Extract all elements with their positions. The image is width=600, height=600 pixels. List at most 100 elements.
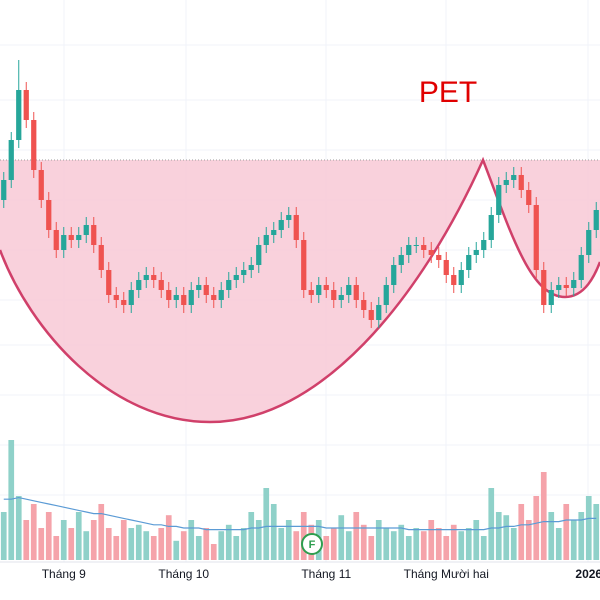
candle-body xyxy=(466,255,472,270)
candle-body xyxy=(128,290,134,305)
volume-bar xyxy=(128,528,135,560)
candle-body xyxy=(263,235,269,245)
candle-body xyxy=(91,225,97,245)
volume-bar xyxy=(323,536,330,560)
volume-bar xyxy=(158,528,165,560)
candle-body xyxy=(578,255,584,280)
candle-body xyxy=(413,245,419,246)
volume-bar xyxy=(398,524,405,560)
candle-body xyxy=(233,275,239,280)
candle-body xyxy=(338,295,344,300)
volume-bar xyxy=(120,520,127,560)
ticker-label: PET xyxy=(419,76,477,109)
volume-bar xyxy=(53,536,60,560)
candle-body xyxy=(451,275,457,285)
x-tick-label: Tháng Mười hai xyxy=(404,567,489,581)
volume-bar xyxy=(68,528,75,560)
volume-bar xyxy=(210,544,217,560)
candle-body xyxy=(248,265,254,270)
candle-body xyxy=(308,290,314,295)
candle-body xyxy=(503,180,509,185)
candle-body xyxy=(68,235,74,240)
volume-bar xyxy=(563,504,570,560)
candle-body xyxy=(376,305,382,320)
volume-bar xyxy=(278,528,285,560)
candle-body xyxy=(488,215,494,240)
event-marker-label: F xyxy=(309,539,316,551)
volume-bar xyxy=(495,512,502,560)
volume-bar xyxy=(248,512,255,560)
candle-body xyxy=(83,225,89,235)
candle-body xyxy=(38,170,44,200)
x-tick-label: Tháng 11 xyxy=(301,567,351,581)
candle-body xyxy=(278,220,284,230)
candle-body xyxy=(458,270,464,285)
volume-bar xyxy=(45,512,52,560)
volume-bar xyxy=(473,520,480,560)
volume-bar xyxy=(105,528,112,560)
candle-body xyxy=(166,290,172,300)
candle-body xyxy=(383,285,389,305)
candle-body xyxy=(511,175,517,180)
volume-bar xyxy=(458,531,465,560)
volume-bar xyxy=(188,520,195,560)
volume-bar xyxy=(435,528,442,560)
volume-bar xyxy=(255,520,262,560)
volume-bar xyxy=(195,536,202,560)
candle-body xyxy=(98,245,104,270)
volume-bar xyxy=(450,524,457,560)
volume-bar xyxy=(375,520,382,560)
volume-bar xyxy=(428,520,435,560)
volume-bar xyxy=(368,536,375,560)
candle-body xyxy=(428,250,434,255)
candle-body xyxy=(473,250,479,255)
volume-bar xyxy=(98,504,105,560)
candle-body xyxy=(143,275,149,280)
volume-bar xyxy=(533,496,540,560)
candle-body xyxy=(496,185,502,215)
candle-body xyxy=(31,120,37,170)
volume-bar xyxy=(338,515,345,560)
volume-bar xyxy=(518,504,525,560)
candle-body xyxy=(481,240,487,250)
candle-body xyxy=(361,300,367,310)
candle-body xyxy=(53,230,59,250)
volume-bar xyxy=(270,504,277,560)
x-tick-label: Tháng 9 xyxy=(42,567,86,581)
volume-bar xyxy=(503,515,510,560)
volume-bar xyxy=(443,536,450,560)
candle-body xyxy=(293,215,299,240)
candle-body xyxy=(346,285,352,295)
volume-bar xyxy=(75,512,82,560)
candle-body xyxy=(136,280,142,290)
volume-bar xyxy=(173,540,180,560)
x-axis: Tháng 9 Tháng 10 Tháng 11 Tháng Mười hai 202… xyxy=(42,567,600,581)
volume-bar xyxy=(585,496,592,560)
volume-bar xyxy=(240,528,247,560)
volume-bar xyxy=(225,524,232,560)
candle-body xyxy=(353,285,359,300)
volume-bar xyxy=(293,531,300,560)
volume-bar xyxy=(300,512,307,560)
candle-body xyxy=(16,90,22,140)
volume-ma-line xyxy=(3,496,597,531)
candle-body xyxy=(211,295,217,300)
volume-bar xyxy=(593,504,600,560)
event-marker xyxy=(301,533,323,555)
cup-area xyxy=(0,160,600,422)
candle-body xyxy=(421,245,427,250)
candle-layer xyxy=(1,60,599,328)
volume-bar xyxy=(383,528,390,560)
candle-body xyxy=(541,270,547,305)
volume-bar xyxy=(60,520,67,560)
volume-bar xyxy=(83,531,90,560)
volume-bar xyxy=(570,520,577,560)
candle-body xyxy=(151,275,157,280)
volume-bar xyxy=(15,496,22,560)
candle-body xyxy=(571,280,577,288)
candle-body xyxy=(323,285,329,290)
volume-bar xyxy=(263,488,270,560)
volume-bar xyxy=(30,504,37,560)
volume-bar xyxy=(345,531,352,560)
volume-bar xyxy=(413,528,420,560)
